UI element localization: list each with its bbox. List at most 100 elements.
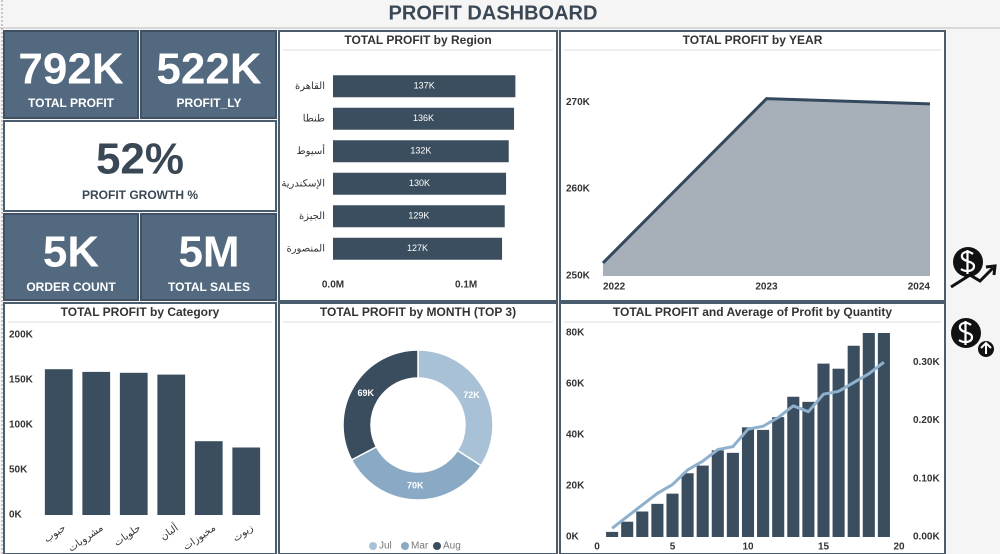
- bar: [741, 427, 755, 537]
- bar: [333, 140, 509, 163]
- y-tick-label: 250K: [566, 271, 591, 282]
- value-label: 137K: [414, 81, 435, 91]
- value-label: 69K: [358, 388, 375, 398]
- bar: [757, 429, 770, 537]
- y-tick-label: 60K: [566, 379, 585, 390]
- bar: [333, 172, 507, 195]
- bar: [333, 75, 516, 98]
- bar: [333, 205, 505, 228]
- bar: [636, 511, 649, 537]
- kpi-label: ORDER COUNT: [26, 280, 116, 294]
- bar: [44, 369, 73, 515]
- x-tick-label: 2023: [755, 282, 778, 293]
- kpi-value: 52%: [96, 135, 184, 184]
- y-tick-label: 100K: [9, 420, 34, 431]
- chart-title: TOTAL PROFIT by MONTH (TOP 3): [320, 305, 516, 319]
- category-label: أسيوط: [296, 144, 325, 157]
- value-label: 129K: [408, 211, 429, 221]
- bar: [651, 503, 664, 537]
- x-tick-label: 5: [670, 542, 676, 553]
- legend-swatch: [369, 542, 377, 550]
- donut-slice: [342, 349, 419, 461]
- bar: [862, 333, 875, 537]
- dashboard-title: PROFIT DASHBOARD: [389, 2, 598, 24]
- x-tick-label: 20: [893, 542, 905, 553]
- bar: [711, 450, 724, 537]
- value-label: 130K: [409, 178, 430, 188]
- category-label: المنصورة: [286, 243, 325, 254]
- value-label: 127K: [407, 243, 428, 253]
- legend-swatch: [433, 542, 441, 550]
- x-tick-label: 10: [742, 542, 754, 553]
- bar: [802, 401, 815, 537]
- bar: [787, 396, 800, 537]
- category-label: طنطا: [303, 113, 325, 124]
- x-tick-label: 2022: [603, 282, 626, 293]
- donut-slice: [417, 349, 494, 467]
- bar: [832, 368, 845, 537]
- kpi-label: TOTAL PROFIT: [28, 96, 115, 110]
- y-tick-label: 50K: [9, 465, 28, 476]
- line: [601, 97, 931, 265]
- legend-label: Mar: [411, 541, 429, 552]
- legend-swatch: [401, 542, 409, 550]
- bar: [157, 374, 186, 515]
- legend-label: Aug: [443, 541, 461, 552]
- y-tick-label: 260K: [566, 184, 591, 195]
- kpi-label: TOTAL SALES: [168, 280, 250, 294]
- bar: [726, 452, 739, 537]
- kpi-label: PROFIT_LY: [177, 96, 242, 110]
- bar: [232, 447, 261, 515]
- icon-profit-arrow: [951, 318, 994, 357]
- kpi-tile: [3, 120, 277, 212]
- value-label: 70K: [407, 480, 424, 490]
- bar: [696, 465, 709, 537]
- kpi-value: 792K: [18, 45, 123, 94]
- category-label: الجيزة: [299, 211, 325, 222]
- chart-title: TOTAL PROFIT by Region: [344, 33, 491, 47]
- kpi-value: 522K: [156, 45, 261, 94]
- chart-title: TOTAL PROFIT by Category: [61, 305, 220, 319]
- x-tick-label: 2024: [908, 282, 931, 293]
- bar: [194, 441, 223, 515]
- y2-tick-label: 0.00K: [913, 532, 940, 543]
- panel: [278, 30, 558, 302]
- y-tick-label: 0K: [9, 510, 23, 521]
- y-tick-label: 200K: [9, 330, 34, 341]
- y-tick-label: 20K: [566, 481, 585, 492]
- bar: [606, 531, 619, 537]
- category-label: الإسكندرية: [281, 178, 325, 189]
- bar: [82, 371, 111, 515]
- kpi-value: 5M: [178, 228, 239, 277]
- kpi-value: 5K: [43, 228, 99, 277]
- y-tick-label: 80K: [566, 328, 585, 339]
- bar: [772, 417, 785, 537]
- x-tick-label: 15: [818, 542, 830, 553]
- kpi-label: PROFIT GROWTH %: [82, 188, 198, 202]
- x-tick-label: 0: [594, 542, 600, 553]
- bar: [621, 521, 634, 537]
- bar: [877, 333, 890, 537]
- icon-profit-up: [950, 247, 997, 289]
- value-label: 72K: [463, 390, 480, 400]
- kpi-tile: [3, 30, 139, 119]
- x-tick-label: 0.1M: [455, 280, 477, 291]
- kpi-tile: [140, 213, 277, 301]
- bar: [333, 107, 515, 130]
- y-tick-label: 0K: [566, 532, 580, 543]
- y2-tick-label: 0.20K: [913, 415, 940, 426]
- y-tick-label: 270K: [566, 97, 591, 108]
- line: [611, 360, 885, 530]
- bar: [333, 237, 503, 260]
- legend-label: Jul: [379, 541, 392, 552]
- bar: [847, 345, 860, 537]
- chart-title: TOTAL PROFIT and Average of Profit by Qu…: [613, 305, 892, 319]
- y2-tick-label: 0.30K: [913, 357, 940, 368]
- bar: [681, 473, 694, 537]
- chart-title: TOTAL PROFIT by YEAR: [683, 33, 823, 47]
- value-label: 132K: [410, 146, 431, 156]
- bar: [817, 363, 830, 537]
- y-tick-label: 40K: [566, 430, 585, 441]
- category-label: القاهرة: [295, 81, 325, 92]
